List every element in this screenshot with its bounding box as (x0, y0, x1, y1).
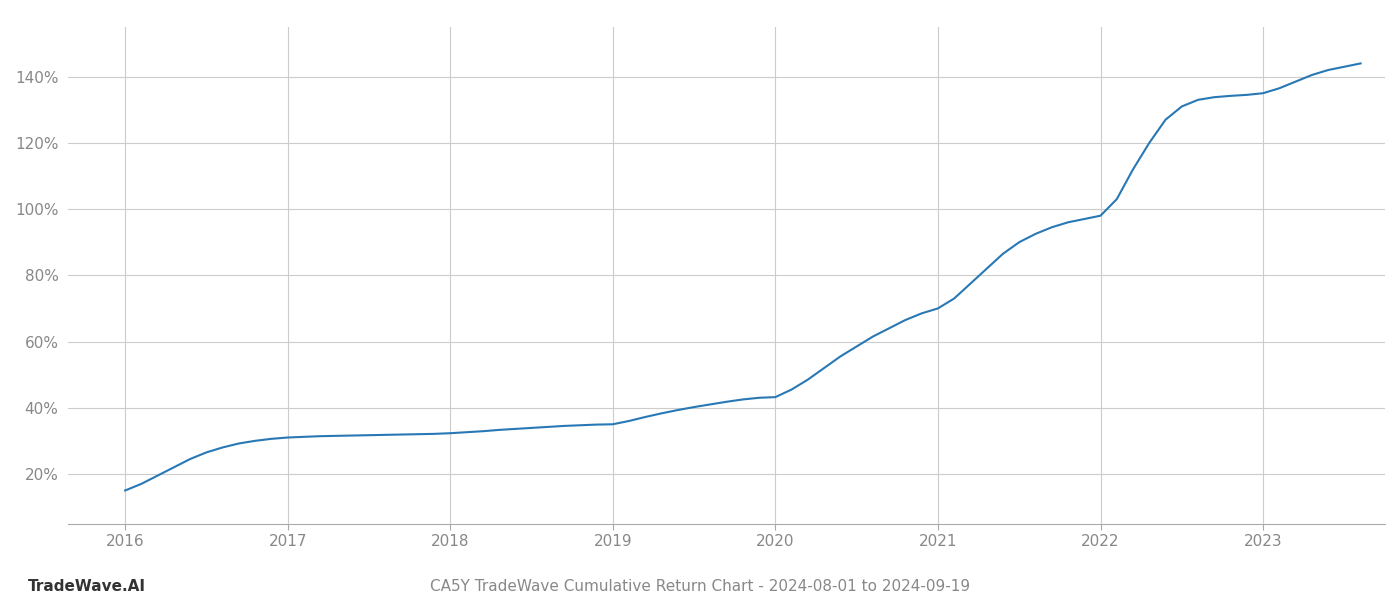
Text: CA5Y TradeWave Cumulative Return Chart - 2024-08-01 to 2024-09-19: CA5Y TradeWave Cumulative Return Chart -… (430, 579, 970, 594)
Text: TradeWave.AI: TradeWave.AI (28, 579, 146, 594)
